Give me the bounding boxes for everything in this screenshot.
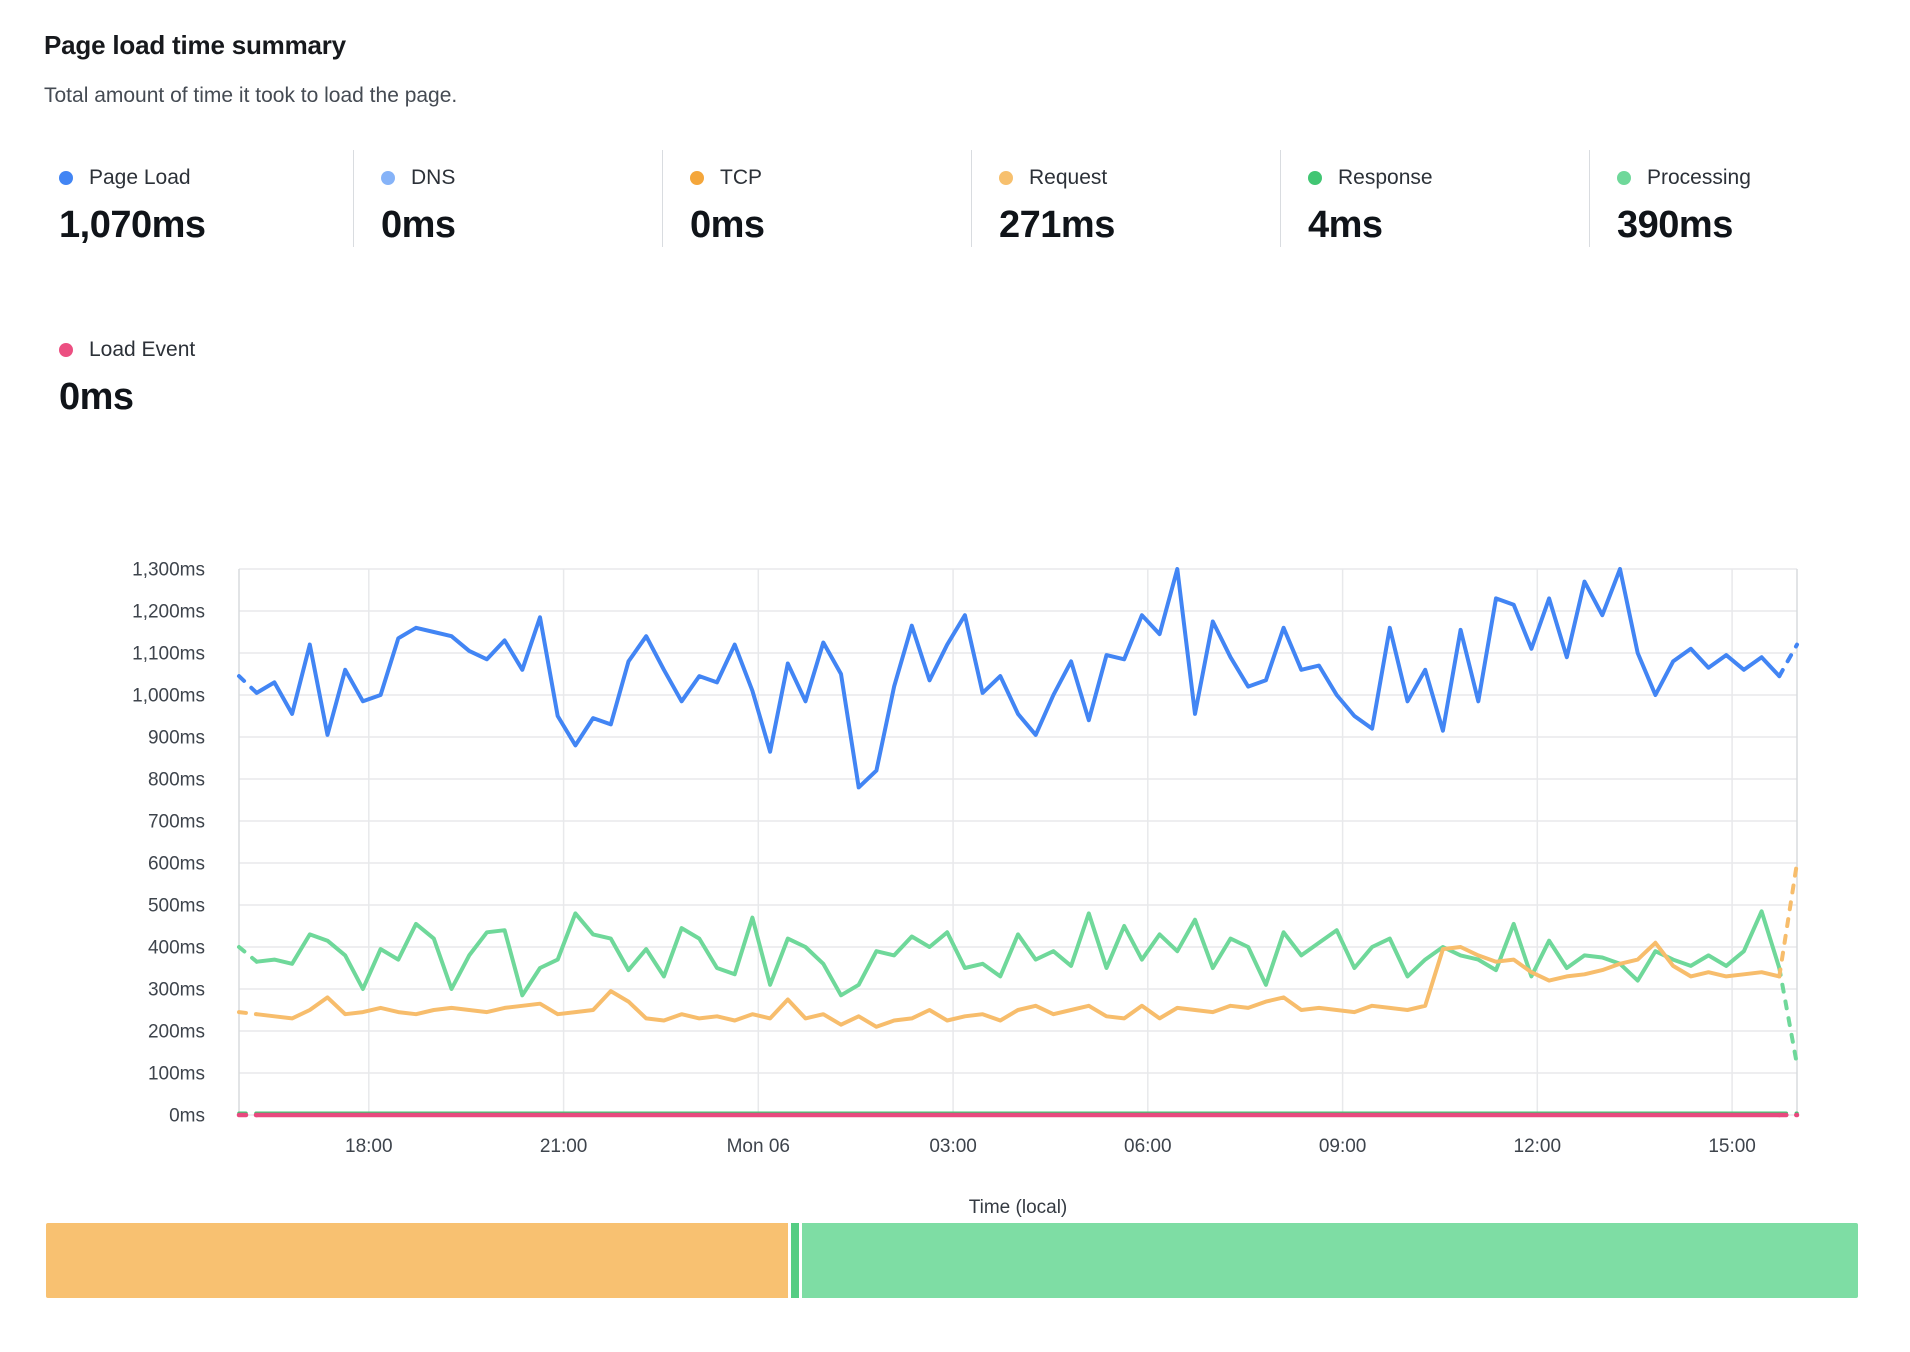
processing-legend-dot <box>1617 171 1631 185</box>
series-start-dashed-processing <box>237 945 259 964</box>
y-tick-label: 1,100ms <box>132 644 205 665</box>
x-tick-label: 12:00 <box>1514 1136 1562 1157</box>
x-tick-label: 18:00 <box>345 1136 393 1157</box>
metric-label: TCP <box>720 166 762 189</box>
y-tick-label: 500ms <box>148 896 205 917</box>
series-start-dashed-request <box>237 1010 259 1017</box>
metric-tcp: TCP 0ms <box>662 150 971 247</box>
metric-label: Request <box>1029 166 1108 189</box>
metric-value: 4ms <box>1308 204 1383 246</box>
y-tick-label: 100ms <box>148 1064 205 1085</box>
metric-value: 0ms <box>381 204 456 246</box>
page-title: Page load time summary <box>44 30 346 60</box>
request-legend-dot <box>999 171 1013 185</box>
series-start-dashed-page-load <box>237 674 259 695</box>
y-tick-label: 1,300ms <box>132 560 205 581</box>
series-line-processing <box>254 909 1782 998</box>
y-tick-label: 0ms <box>169 1106 205 1127</box>
page-subtitle: Total amount of time it took to load the… <box>44 84 458 107</box>
x-tick-label: 03:00 <box>929 1136 977 1157</box>
metric-value: 390ms <box>1617 204 1733 246</box>
metric-label: Page Load <box>89 166 191 189</box>
status-timeline-bar[interactable] <box>46 1223 1858 1298</box>
y-tick-label: 1,200ms <box>132 602 205 623</box>
y-tick-label: 200ms <box>148 1022 205 1043</box>
status-segment-degraded[interactable] <box>46 1223 788 1298</box>
series-end-dashed-processing <box>1777 966 1799 1067</box>
metric-label: Response <box>1338 166 1433 189</box>
metric-processing: Processing 390ms <box>1589 150 1898 247</box>
load-event-legend-dot <box>59 343 73 357</box>
response-legend-dot <box>1308 171 1322 185</box>
metric-load-event: Load Event 0ms <box>44 336 195 419</box>
page-load-time-chart[interactable]: 0ms 100ms 200ms 300ms 400ms 500ms 600ms 700ms 80… <box>0 430 1910 1230</box>
metric-response: Response 4ms <box>1280 150 1589 247</box>
metric-value: 0ms <box>690 204 765 246</box>
series-end-dashed-request <box>1777 861 1799 979</box>
metric-label: Load Event <box>89 338 196 361</box>
series-line-page-load <box>254 567 1782 790</box>
y-tick-label: 1,000ms <box>132 686 205 707</box>
y-tick-label: 700ms <box>148 812 205 833</box>
metric-value: 0ms <box>59 376 134 418</box>
tcp-legend-dot <box>690 171 704 185</box>
status-segment-passing[interactable] <box>790 1223 799 1298</box>
y-tick-label: 800ms <box>148 770 205 791</box>
y-tick-label: 900ms <box>148 728 205 749</box>
status-segment-passing[interactable] <box>801 1223 1858 1298</box>
dns-legend-dot <box>381 171 395 185</box>
x-tick-label: 09:00 <box>1319 1136 1367 1157</box>
metric-label: DNS <box>411 166 456 189</box>
metric-request: Request 271ms <box>971 150 1280 247</box>
metrics-row-secondary: Load Event 0ms <box>44 336 195 419</box>
x-tick-label: 21:00 <box>540 1136 588 1157</box>
metric-value: 271ms <box>999 204 1115 246</box>
metrics-row: Page Load 1,070ms DNS 0ms TCP 0ms Reques… <box>44 150 1898 247</box>
metric-dns: DNS 0ms <box>353 150 662 247</box>
metric-page-load: Page Load 1,070ms <box>44 150 353 247</box>
y-tick-label: 300ms <box>148 980 205 1001</box>
x-axis-label: Time (local) <box>969 1197 1068 1218</box>
x-tick-label: 06:00 <box>1124 1136 1172 1157</box>
x-tick-label: Mon 06 <box>727 1136 790 1157</box>
series-line-request <box>254 940 1782 1029</box>
y-tick-label: 400ms <box>148 938 205 959</box>
metric-label: Processing <box>1647 166 1751 189</box>
series-end-dashed-page-load <box>1777 642 1799 679</box>
x-tick-label: 15:00 <box>1708 1136 1756 1157</box>
page-load-legend-dot <box>59 171 73 185</box>
metric-value: 1,070ms <box>59 204 206 246</box>
y-tick-label: 600ms <box>148 854 205 875</box>
